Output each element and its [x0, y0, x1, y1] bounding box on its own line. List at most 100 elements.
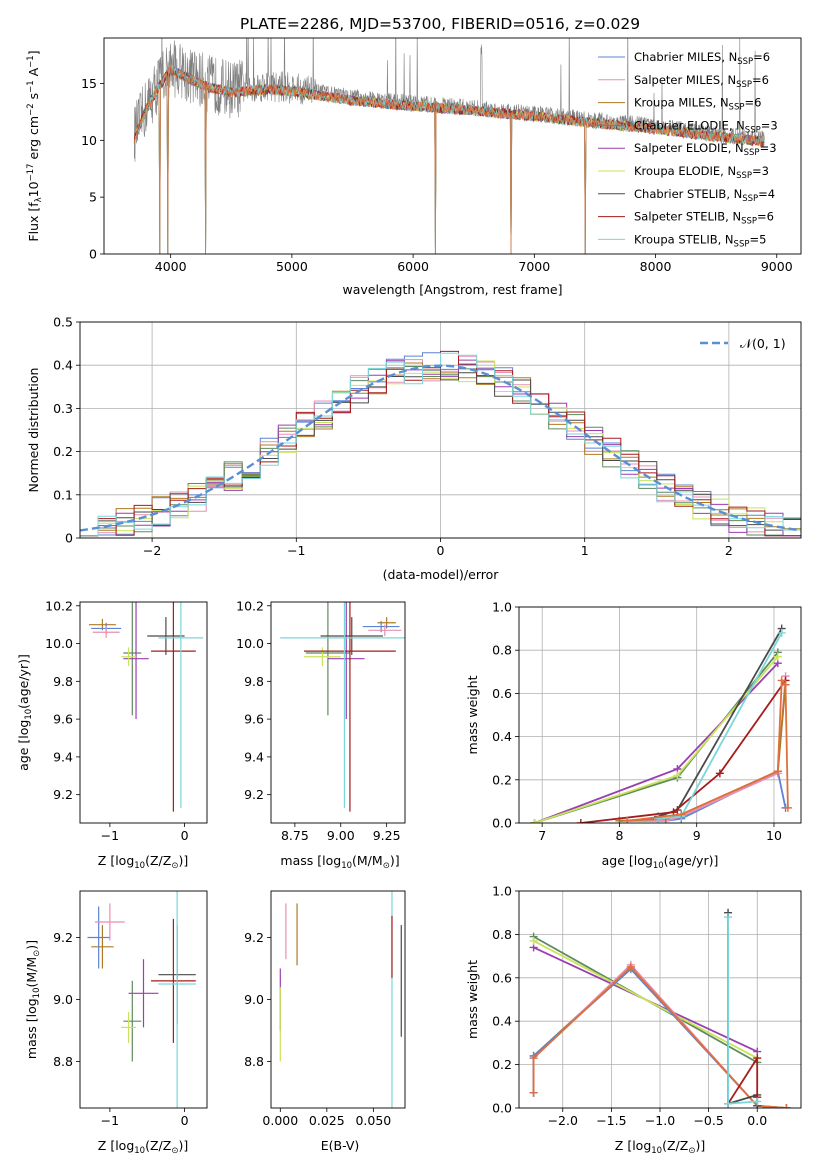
label-part: 10 [134, 1146, 145, 1156]
y-tick-label: 9.8 [244, 674, 264, 689]
x-axis-label: mass [log10(M/M⊙)] [280, 853, 399, 871]
x-tick-label: 9.25 [373, 828, 401, 843]
plus-marker [530, 819, 539, 823]
x-axis-label: age [log10(age/yr)] [602, 853, 719, 871]
x-tick-label: 8 [615, 828, 623, 843]
panel-massweight-vs-z: −2.0 −1.5 −1.0 −0.5 0.0 0.0 0.2 0.4 0.6 0.8 1.0 Z [… [465, 884, 802, 1156]
plus-marker [576, 819, 585, 823]
y-axis-label: age [log10(age/yr)] [16, 654, 34, 771]
label-part: 10 [26, 181, 41, 197]
x-tick-label: 9 [693, 828, 701, 843]
label-part: )] [178, 1138, 188, 1153]
label-part: −2 [26, 103, 36, 116]
label-part: SSP [729, 103, 745, 113]
x-tick-label: −1.5 [596, 1113, 626, 1128]
label-part: =6 [752, 73, 769, 87]
x-tick-label: 0 [181, 828, 189, 843]
axes-frame [270, 890, 406, 1109]
y-tick-label: 0.0 [492, 816, 512, 831]
label-part: age [log [16, 720, 31, 771]
y-tick-label: 9.2 [53, 930, 73, 945]
y-tick-label: 0.4 [492, 1014, 512, 1029]
axes-frame [79, 321, 802, 539]
y-tick-label: 0.8 [492, 927, 512, 942]
label-part: A [26, 67, 41, 80]
label-part: Salpeter MILES, N [634, 73, 736, 87]
axes-frame [518, 606, 802, 824]
label-part: =6 [757, 210, 774, 224]
x-axis-label: Z [log10(Z/Z⊙)] [615, 1138, 705, 1156]
panel-residuals: −2 −1 0 1 2 0 0.1 0.2 0.3 0.4 0.5 𝒩(0, 1) (data-mode… [26, 315, 802, 582]
y-tick-label: 1.0 [492, 600, 512, 615]
y-tick-label: 0.2 [492, 772, 512, 787]
legend-entry: Kroupa MILES, NSSP=6 [634, 96, 761, 113]
y-tick-label: 10.0 [45, 636, 73, 651]
label-part: SSP [737, 57, 753, 67]
label-part: age [log [602, 853, 653, 868]
y-tick-label: 10.2 [236, 598, 264, 613]
x-axis-label: E(B-V) [321, 1138, 360, 1153]
label-part: ⊙ [171, 1146, 178, 1156]
label-part: ⊙ [688, 1146, 695, 1156]
label-part: SSP [741, 217, 757, 227]
label-part: (M/M [24, 957, 39, 988]
plus-marker [724, 1099, 733, 1108]
y-tick-label: 9.4 [53, 749, 73, 764]
y-tick-label: 9.2 [53, 787, 73, 802]
legend-entry: Salpeter STELIB, NSSP=6 [634, 210, 774, 227]
label-part: Z [log [98, 853, 134, 868]
legend-entry: Salpeter ELODIE, NSSP=3 [634, 141, 777, 158]
y-tick-label: 9.6 [244, 712, 264, 727]
y-tick-label: 8.8 [53, 1054, 73, 1069]
plus-marker [781, 680, 790, 689]
label-part: mass [log [24, 998, 39, 1059]
label-part: =3 [761, 118, 778, 132]
axes-frame [79, 601, 208, 824]
legend-entry: Chabrier MILES, NSSP=6 [634, 50, 770, 67]
label-part: ⊙ [383, 861, 390, 871]
label-part: Kroupa STELIB, N [634, 232, 734, 246]
label-part: )] [695, 1138, 705, 1153]
y-tick-label: 10.2 [45, 598, 73, 613]
y-axis-label: Flux [fλ10−17 erg cm−2 s−1 A−1] [26, 50, 44, 241]
y-tick-label: 0.3 [53, 401, 73, 416]
plot-area [88, 602, 204, 812]
y-tick-label: 9.2 [244, 930, 264, 945]
y-tick-label: 9.6 [53, 712, 73, 727]
mass-weight-line [534, 651, 779, 823]
plot-area [80, 350, 801, 537]
histogram-step [80, 352, 801, 537]
label-part: Salpeter STELIB, N [634, 210, 741, 224]
label-part: Chabrier STELIB, N [634, 187, 742, 201]
plus-marker [724, 913, 733, 922]
label-part: Z [log [615, 1138, 651, 1153]
plot-area [529, 908, 791, 1108]
y-tick-label: 9.4 [244, 749, 264, 764]
legend-entry: Kroupa ELODIE, NSSP=3 [634, 164, 769, 181]
x-tick-label: −2 [143, 543, 161, 558]
x-tick-label: 0 [181, 1113, 189, 1128]
x-tick-label: 5000 [276, 259, 308, 274]
x-axis-label: Z [log10(Z/Z⊙)] [98, 1138, 188, 1156]
x-tick-label: −2.0 [548, 1113, 578, 1128]
legend-entry: Chabrier ELODIE, NSSP=3 [634, 118, 778, 135]
x-tick-label: 4000 [155, 259, 187, 274]
y-tick-label: 0.4 [492, 729, 512, 744]
y-tick-label: 9.2 [244, 787, 264, 802]
x-tick-label: 2 [725, 543, 733, 558]
label-part: SSP [744, 148, 760, 158]
label-part: =4 [758, 187, 775, 201]
mass-weight-line [727, 917, 758, 1105]
plot-area [133, 38, 765, 254]
mass-weight-line [627, 678, 789, 822]
mass-weight-line [534, 656, 779, 823]
y-axis-label: mass weight [465, 675, 480, 754]
plot-area [279, 891, 402, 1108]
axes-frame [103, 37, 802, 255]
label-part: 10 [653, 861, 664, 871]
label-part: )] [390, 853, 400, 868]
normal-curve [80, 364, 801, 532]
axes-frame [270, 601, 406, 824]
legend-entry: Kroupa STELIB, NSSP=5 [634, 232, 766, 249]
